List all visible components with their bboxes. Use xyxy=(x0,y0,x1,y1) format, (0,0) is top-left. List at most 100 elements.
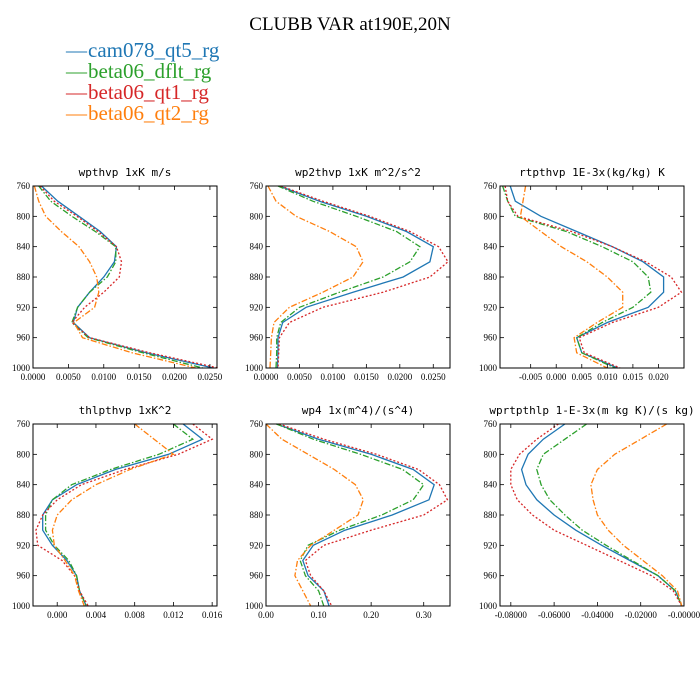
series-line-beta06_dflt_rg xyxy=(44,423,195,607)
x-tick-label: -0.08000 xyxy=(495,610,528,620)
x-tick-label: 0.0100 xyxy=(91,372,116,382)
x-tick-label: 0.0100 xyxy=(321,372,346,382)
page-title: CLUBB VAR at190E,20N xyxy=(249,14,451,35)
legend-label: beta06_qt2_rg xyxy=(88,101,209,125)
chart-panel: wpthvp 1xK m/s76080084088092096010000.00… xyxy=(12,166,223,382)
x-tick-label: 0.000 xyxy=(47,610,68,620)
x-tick-label: 0.10 xyxy=(311,610,327,620)
x-tick-label: 0.0200 xyxy=(387,372,412,382)
plot-frame xyxy=(499,423,685,607)
panel-title: wpthvp 1xK m/s xyxy=(79,166,172,179)
series-line-cam078_qt5_rg xyxy=(276,423,435,607)
legend-line-marker: — xyxy=(65,38,88,62)
series-line-cam078_qt5_rg xyxy=(41,185,214,369)
y-tick-label: 1000 xyxy=(12,601,31,611)
x-tick-label: 0.0000 xyxy=(254,372,279,382)
y-tick-label: 920 xyxy=(17,302,31,312)
series-line-beta06_qt1_rg xyxy=(510,423,683,607)
x-tick-label: -0.06000 xyxy=(538,610,571,620)
x-tick-label: 0.020 xyxy=(648,372,669,382)
x-tick-label: 0.016 xyxy=(202,610,223,620)
y-tick-label: 760 xyxy=(250,181,264,191)
series-line-cam078_qt5_rg xyxy=(42,423,204,607)
x-tick-label: 0.015 xyxy=(623,372,644,382)
series-line-beta06_qt1_rg xyxy=(39,185,219,369)
legend-label: cam078_qt5_rg xyxy=(88,38,220,62)
y-tick-label: 800 xyxy=(17,211,31,221)
x-tick-label: 0.005 xyxy=(572,372,593,382)
y-tick-label: 920 xyxy=(17,540,31,550)
plot-frame xyxy=(32,185,218,369)
y-tick-label: 840 xyxy=(17,242,31,252)
y-tick-label: 920 xyxy=(250,540,264,550)
y-tick-label: 1000 xyxy=(12,363,31,373)
y-tick-label: 960 xyxy=(250,571,264,581)
y-tick-label: 920 xyxy=(484,302,498,312)
x-tick-label: -0.02000 xyxy=(625,610,658,620)
y-tick-label: 880 xyxy=(250,272,264,282)
panel-title: thlpthvp 1xK^2 xyxy=(79,404,172,417)
series-line-beta06_dflt_rg xyxy=(501,185,652,369)
y-tick-label: 960 xyxy=(484,571,498,581)
y-tick-label: 880 xyxy=(484,272,498,282)
series-line-beta06_qt1_rg xyxy=(277,185,449,369)
y-tick-label: 1000 xyxy=(245,363,264,373)
y-tick-label: 920 xyxy=(484,540,498,550)
panel-title: wp4 1x(m^4)/(s^4) xyxy=(302,404,415,417)
legend-entry: — beta06_qt2_rg xyxy=(65,101,209,125)
y-tick-label: 760 xyxy=(484,419,498,429)
y-tick-label: 880 xyxy=(250,510,264,520)
series-line-beta06_qt2_rg xyxy=(590,423,683,607)
y-tick-label: 840 xyxy=(17,480,31,490)
series-line-beta06_qt2_rg xyxy=(519,185,624,369)
chart-panel: wprtpthlp 1-E-3x(m kg K)/(s kg) 760 800 840… xyxy=(479,404,700,620)
x-tick-label: 0.012 xyxy=(163,610,183,620)
x-tick-label: 0.0000 xyxy=(21,372,46,382)
x-tick-label: 0.0150 xyxy=(127,372,152,382)
panels-container: wpthvp 1xK m/s76080084088092096010000.00… xyxy=(12,166,700,620)
chart-panel: wp2thvp 1xK m^2/s^2 760 800 840 880 920 960 100… xyxy=(245,166,451,382)
y-tick-label: 1000 xyxy=(245,601,264,611)
series-line-beta06_qt2_rg xyxy=(265,423,365,607)
y-tick-label: 880 xyxy=(484,510,498,520)
y-tick-label: 800 xyxy=(17,449,31,459)
y-tick-label: 840 xyxy=(484,242,498,252)
y-tick-label: 840 xyxy=(484,480,498,490)
series-line-beta06_dflt_rg xyxy=(276,423,425,607)
series-line-beta06_dflt_rg xyxy=(536,423,683,607)
y-tick-label: 960 xyxy=(250,333,264,343)
x-tick-label: 0.004 xyxy=(86,610,107,620)
legend-line-marker: — xyxy=(65,59,88,83)
y-tick-label: 760 xyxy=(484,181,498,191)
x-tick-label: 0.008 xyxy=(125,610,146,620)
x-tick-label: 0.00 xyxy=(258,610,274,620)
x-tick-label: 0.30 xyxy=(416,610,432,620)
x-tick-label: 0.0200 xyxy=(162,372,187,382)
x-tick-label: 0.000 xyxy=(546,372,567,382)
panel-title: wp2thvp 1xK m^2/s^2 xyxy=(295,166,421,179)
x-tick-label: 0.0150 xyxy=(354,372,379,382)
legend-line-marker: — xyxy=(65,101,88,125)
chart-panel: wp4 1x(m^4)/(s^4)76080084088092096010000… xyxy=(245,404,451,620)
series-line-cam078_qt5_rg xyxy=(276,185,435,369)
y-tick-label: 880 xyxy=(17,272,31,282)
legend-entry: — beta06_qt1_rg xyxy=(65,80,209,104)
y-tick-label: 800 xyxy=(250,211,264,221)
x-tick-label: 0.20 xyxy=(363,610,379,620)
series-line-cam078_qt5_rg xyxy=(509,185,665,369)
plot-frame xyxy=(32,423,218,607)
legend-line-marker: — xyxy=(65,80,88,104)
series-line-beta06_qt1_rg xyxy=(278,423,449,607)
series-line-beta06_dflt_rg xyxy=(38,185,203,369)
panel-title: wprtpthlp 1-E-3x(m kg K)/(s kg) xyxy=(489,404,694,417)
legend-entry: — cam078_qt5_rg xyxy=(65,38,220,62)
y-tick-label: 760 xyxy=(17,181,31,191)
legend-label: beta06_qt1_rg xyxy=(88,80,209,104)
y-tick-label: 880 xyxy=(17,510,31,520)
chart-panel: rtpthvp 1E-3x(kg/kg) K 760 800 840 880 920 960… xyxy=(479,166,685,382)
series-line-beta06_qt1_rg xyxy=(504,185,683,369)
y-tick-label: 760 xyxy=(250,419,264,429)
x-tick-label: 0.0250 xyxy=(198,372,223,382)
y-tick-label: 1000 xyxy=(479,363,498,373)
